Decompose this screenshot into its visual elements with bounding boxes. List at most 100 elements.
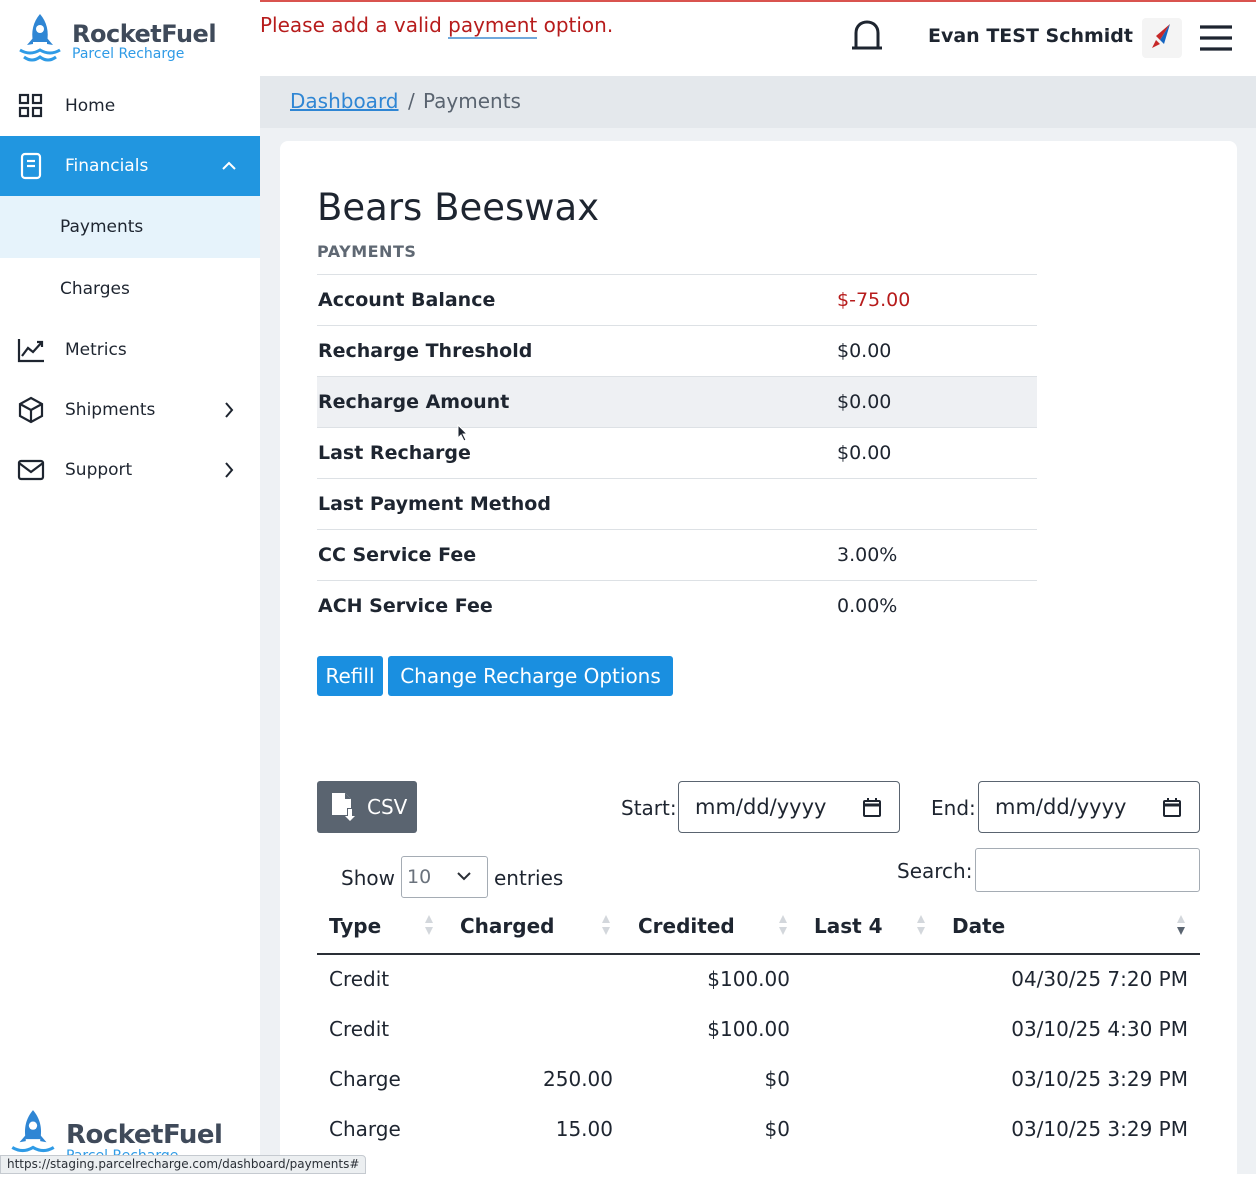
cell-credited: $0: [764, 1067, 790, 1091]
entries-label: entries: [494, 866, 564, 890]
cell-credited: $100.00: [707, 967, 790, 991]
info-value: 0.00%: [837, 595, 898, 617]
rocket-logo-icon: [19, 14, 61, 62]
info-row-recharge-threshold: Recharge Threshold $0.00: [317, 325, 1037, 376]
info-row-cc-service-fee: CC Service Fee 3.00%: [317, 529, 1037, 580]
brand-logo[interactable]: RocketFuel Parcel Recharge: [16, 12, 217, 68]
info-value: $0.00: [837, 340, 892, 362]
cell-type: Credit: [329, 1017, 390, 1041]
breadcrumb-dashboard-link[interactable]: Dashboard: [290, 89, 399, 113]
chevron-right-icon: [225, 402, 234, 418]
info-row-account-balance: Account Balance $-75.00: [317, 274, 1037, 325]
sidebar-item-shipments[interactable]: Shipments: [0, 380, 260, 440]
search-label: Search:: [897, 859, 973, 883]
breadcrumb: Dashboard / Payments: [260, 76, 1256, 128]
sidebar-item-financials[interactable]: Financials: [0, 136, 260, 196]
sidebar-item-payments[interactable]: Payments: [0, 196, 260, 258]
cell-type: Credit: [329, 967, 390, 991]
sort-desc-icon: [1177, 915, 1185, 935]
chevron-right-icon: [225, 462, 234, 478]
cell-credited: $100.00: [707, 1017, 790, 1041]
info-label: ACH Service Fee: [318, 595, 493, 617]
column-header-credited[interactable]: Credited: [638, 914, 735, 938]
browser-status-bar: https://staging.parcelrecharge.com/dashb…: [0, 1155, 367, 1174]
info-label: Last Payment Method: [318, 493, 551, 515]
refill-button[interactable]: Refill: [317, 656, 383, 696]
show-label: Show: [341, 866, 395, 890]
alert-text: Please add a valid: [260, 13, 449, 37]
info-row-ach-service-fee: ACH Service Fee 0.00%: [317, 580, 1037, 631]
column-header-date[interactable]: Date: [952, 914, 1006, 938]
search-input[interactable]: [975, 848, 1200, 892]
sidebar-item-charges[interactable]: Charges: [0, 258, 260, 320]
sort-icon: [779, 915, 787, 935]
info-label: Last Recharge: [318, 442, 471, 464]
chevron-down-icon: [457, 872, 471, 881]
info-value: $0.00: [837, 391, 892, 413]
start-date-label: Start:: [621, 796, 677, 820]
csv-export-button[interactable]: CSV: [317, 781, 417, 833]
receipt-icon: [16, 151, 46, 181]
column-header-last4[interactable]: Last 4: [814, 914, 883, 938]
info-row-recharge-amount: Recharge Amount $0.00: [317, 376, 1037, 427]
change-recharge-options-button[interactable]: Change Recharge Options: [388, 656, 673, 696]
entries-select[interactable]: 10: [401, 856, 488, 898]
cell-charged: 15.00: [555, 1117, 613, 1141]
brand-name: RocketFuel: [66, 1120, 223, 1150]
rocket-logo-icon: [11, 1110, 55, 1153]
alert-payment-link[interactable]: payment: [448, 13, 538, 39]
info-label: Recharge Threshold: [318, 340, 533, 362]
sort-icon: [425, 915, 433, 935]
sidebar-item-support[interactable]: Support: [0, 440, 260, 500]
end-date-label: End:: [931, 796, 976, 820]
end-date-input[interactable]: mm/dd/yyyy: [978, 781, 1200, 833]
breadcrumb-separator: /: [408, 89, 415, 113]
info-row-last-payment-method: Last Payment Method: [317, 478, 1037, 529]
cell-date: 04/30/25 7:20 PM: [1011, 967, 1188, 991]
sort-icon: [602, 915, 610, 935]
brand-subtitle: Parcel Recharge: [72, 46, 185, 62]
date-placeholder: mm/dd/yyyy: [995, 795, 1127, 819]
info-label: Recharge Amount: [318, 391, 510, 413]
grid-icon: [16, 91, 46, 121]
cell-date: 03/10/25 3:29 PM: [1011, 1117, 1188, 1141]
page-title: Bears Beeswax: [317, 186, 600, 229]
info-value: $-75.00: [837, 289, 911, 311]
info-label: CC Service Fee: [318, 544, 477, 566]
menu-icon[interactable]: [1198, 22, 1234, 54]
sidebar-item-label: Home: [65, 96, 116, 116]
bell-icon[interactable]: [848, 18, 886, 56]
chevron-up-icon: [222, 161, 236, 170]
calendar-icon[interactable]: [1163, 798, 1181, 817]
sidebar-item-label: Metrics: [65, 340, 127, 360]
start-date-input[interactable]: mm/dd/yyyy: [678, 781, 900, 833]
avatar[interactable]: [1142, 18, 1182, 58]
info-row-last-recharge: Last Recharge $0.00: [317, 427, 1037, 478]
brand-name: RocketFuel: [72, 20, 217, 48]
info-value: $0.00: [837, 442, 892, 464]
cell-charged: 250.00: [543, 1067, 613, 1091]
alert-text: option.: [537, 13, 614, 37]
sidebar: RocketFuel Parcel Recharge Home Financia…: [0, 0, 260, 1174]
payment-alert: Please add a valid payment option.: [260, 13, 614, 39]
box-icon: [16, 395, 46, 425]
mail-icon: [16, 455, 46, 485]
info-value: 3.00%: [837, 544, 898, 566]
sidebar-item-metrics[interactable]: Metrics: [0, 320, 260, 380]
sidebar-item-label: Payments: [60, 217, 144, 237]
column-header-type[interactable]: Type: [329, 914, 382, 938]
cell-type: Charge: [329, 1067, 401, 1091]
file-download-icon: [332, 793, 355, 821]
cell-type: Charge: [329, 1117, 401, 1141]
sidebar-item-label: Support: [65, 460, 133, 480]
calendar-icon[interactable]: [863, 798, 881, 817]
info-label: Account Balance: [318, 289, 496, 311]
sidebar-item-home[interactable]: Home: [0, 76, 260, 136]
breadcrumb-current: Payments: [423, 89, 521, 113]
section-heading: PAYMENTS: [317, 242, 417, 261]
column-header-charged[interactable]: Charged: [460, 914, 555, 938]
sidebar-item-label: Shipments: [65, 400, 156, 420]
cell-date: 03/10/25 4:30 PM: [1011, 1017, 1188, 1041]
cell-date: 03/10/25 3:29 PM: [1011, 1067, 1188, 1091]
user-name[interactable]: Evan TEST Schmidt: [928, 25, 1133, 47]
